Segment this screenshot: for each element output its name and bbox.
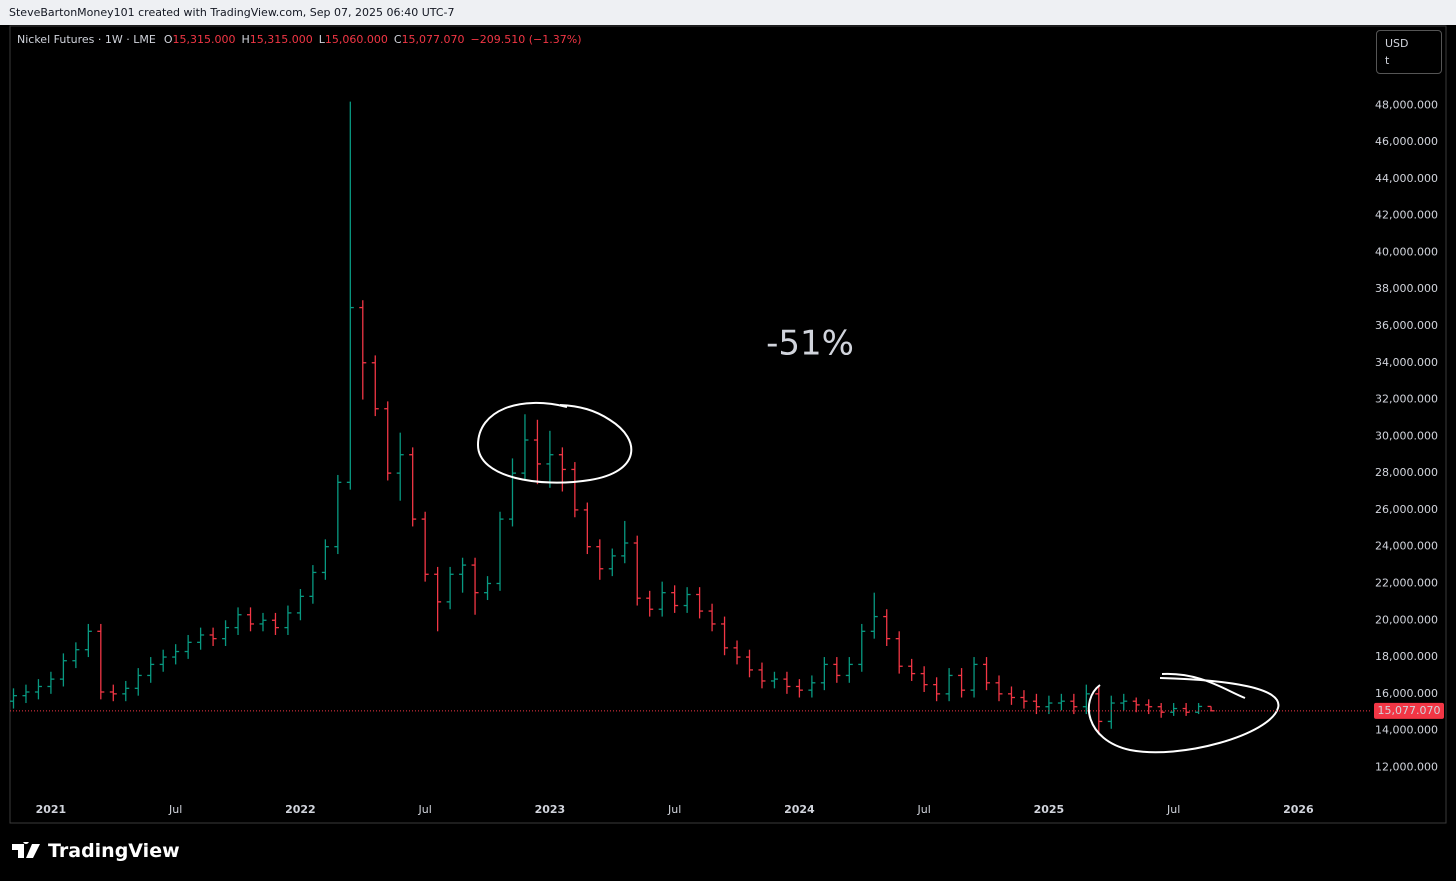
x-tick-label: 2025 (1034, 803, 1065, 816)
y-tick-label: 28,000.000 (1375, 466, 1438, 479)
brand-icon (12, 842, 40, 858)
y-tick-label: 46,000.000 (1375, 135, 1438, 148)
legend-change: −209.510 (−1.37%) (470, 33, 582, 46)
brand-name: TradingView (48, 840, 180, 862)
x-tick-label: 2022 (285, 803, 316, 816)
y-tick-label: 40,000.000 (1375, 245, 1438, 258)
legend-key: L (318, 33, 325, 46)
x-tick-label: Jul (917, 803, 931, 816)
y-tick-label: 16,000.000 (1375, 687, 1438, 700)
currency: USD (1385, 37, 1409, 50)
y-tick-label: 32,000.000 (1375, 393, 1438, 406)
y-tick-label: 34,000.000 (1375, 356, 1438, 369)
legend-value: 15,315.000 (172, 33, 236, 46)
last-price-label: 15,077.070 (1378, 704, 1441, 717)
x-tick-label: 2023 (535, 803, 566, 816)
x-tick-label: 2026 (1283, 803, 1314, 816)
highlight-ellipse (476, 401, 633, 484)
y-tick-label: 26,000.000 (1375, 503, 1438, 516)
symbol-title: Nickel Futures · 1W · LME (17, 33, 156, 46)
y-tick-label: 22,000.000 (1375, 576, 1438, 589)
unit: t (1385, 54, 1390, 67)
last-price-box (1374, 702, 1444, 719)
annotation: -51% (766, 324, 854, 364)
attribution-bar: SteveBartonMoney101 created with Trading… (0, 0, 1456, 25)
y-tick-label: 30,000.000 (1375, 429, 1438, 442)
legend-value: 15,060.000 (324, 33, 388, 46)
highlight-ellipse (1087, 677, 1280, 754)
symbol-legend: Nickel Futures · 1W · LME O15,315.000 H15,… (17, 33, 588, 46)
y-tick-label: 38,000.000 (1375, 282, 1438, 295)
y-tick-label: 14,000.000 (1375, 724, 1438, 737)
legend-key: C (393, 33, 402, 46)
legend-key: H (241, 33, 250, 46)
chart-frame (9, 25, 1447, 824)
x-tick-label: 2021 (36, 803, 67, 816)
brand-logo: TradingView (12, 840, 180, 862)
currency-unit[interactable]: USD t (1376, 30, 1442, 74)
x-tick-label: Jul (418, 803, 432, 816)
y-tick-label: 20,000.000 (1375, 613, 1438, 626)
x-tick-label: Jul (667, 803, 681, 816)
x-tick-label: 2024 (784, 803, 815, 816)
y-tick-label: 36,000.000 (1375, 319, 1438, 332)
trend-stroke (1161, 672, 1246, 699)
plot-area (10, 101, 1215, 735)
legend-value: 15,077.070 (401, 33, 465, 46)
legend-value: 15,315.000 (249, 33, 313, 46)
y-tick-label: 48,000.000 (1375, 98, 1438, 111)
x-tick-label: Jul (1166, 803, 1180, 816)
y-tick-label: 42,000.000 (1375, 209, 1438, 222)
y-tick-label: 18,000.000 (1375, 650, 1438, 663)
x-tick-label: Jul (168, 803, 182, 816)
y-tick-label: 44,000.000 (1375, 172, 1438, 185)
y-tick-label: 24,000.000 (1375, 540, 1438, 553)
legend-key: O (163, 33, 173, 46)
y-tick-label: 12,000.000 (1375, 760, 1438, 773)
